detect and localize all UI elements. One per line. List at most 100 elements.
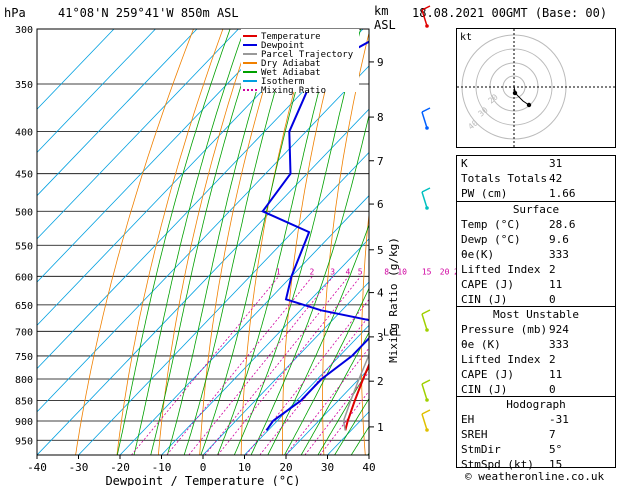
- asl-label: ASL: [374, 18, 396, 32]
- mu-row: CAPE (J) 11: [461, 368, 563, 381]
- wind-barb-icon: [421, 5, 431, 11]
- wet-adiabat: [150, 29, 260, 455]
- wind-barb-dot: [425, 24, 429, 28]
- x-tick-label: -40: [27, 461, 47, 474]
- mixing-ratio-label: 2: [309, 267, 314, 276]
- footer-copyright: © weatheronline.co.uk: [465, 470, 605, 483]
- mixing-ratio-line: [319, 390, 369, 455]
- most-unstable-title: Most Unstable: [492, 308, 580, 321]
- x-tick-label: -20: [110, 461, 130, 474]
- legend-label: Dry Adiabat: [261, 59, 321, 69]
- isotherm: [244, 324, 369, 455]
- isotherm: [37, 29, 322, 326]
- km-label: km: [374, 4, 389, 18]
- dry-adiabat: [322, 31, 369, 455]
- wind-barb-icon: [421, 107, 431, 113]
- mixing-ratio-line: [259, 315, 369, 455]
- mu-row: CIN (J) 0: [461, 383, 556, 396]
- mixing-ratio-label: 20: [440, 267, 450, 276]
- mu-row: θe (K) 333: [461, 338, 569, 351]
- indices-table: K 31 Totals Totals 42 PW (cm) 1.66: [456, 155, 616, 202]
- mixing-ratio-label: 8: [384, 267, 389, 276]
- km-tick-label: 3: [377, 331, 384, 344]
- pressure-tick-label: 350: [15, 80, 33, 91]
- wind-barb-dot: [425, 328, 429, 332]
- km-tick-label: 5: [377, 244, 384, 257]
- mixing-ratio-label: 4: [346, 267, 351, 276]
- mu-row: Lifted Index 2: [461, 353, 556, 366]
- pressure-tick-label: 950: [15, 436, 33, 447]
- km-tick-label: 4: [377, 287, 384, 300]
- wind-barb-icon: [421, 309, 431, 315]
- wet-adiabat: [334, 397, 369, 455]
- mixing-ratio-label: 1: [276, 267, 281, 276]
- km-tick-label: 1: [377, 421, 384, 434]
- legend-box: [241, 29, 359, 92]
- isotherm: [37, 108, 369, 455]
- wind-barb-icon: [421, 187, 431, 193]
- mixing-ratio-axis-label: Mixing Ratio (g/kg): [387, 237, 400, 363]
- km-tick-label: 9: [377, 56, 384, 69]
- wet-adiabat: [317, 366, 369, 455]
- surface-row: Lifted Index 2: [461, 263, 556, 276]
- hodo-row: SREH 7: [461, 428, 556, 441]
- legend-label: Dewpoint: [261, 41, 304, 51]
- x-tick-label: 40: [362, 461, 375, 474]
- wet-adiabat: [250, 113, 369, 455]
- dry-adiabat: [116, 29, 224, 455]
- hodo-row: EH -31: [461, 413, 569, 426]
- hodograph-ring-label: 20: [487, 92, 500, 105]
- wind-barb-icon: [421, 191, 428, 209]
- wind-barb-icon: [421, 111, 428, 129]
- wet-adiabat: [217, 29, 336, 455]
- storm-motion-dot: [512, 90, 518, 96]
- wet-adiabat: [200, 29, 314, 455]
- hodograph-ring-label: 30: [477, 105, 490, 118]
- isotherm: [37, 65, 369, 413]
- wet-adiabat: [116, 29, 231, 455]
- mixing-ratio-line: [304, 371, 369, 455]
- pressure-tick-label: 300: [15, 25, 33, 36]
- dry-adiabat: [436, 29, 459, 455]
- x-tick-label: 20: [279, 461, 292, 474]
- wind-barb-icon: [421, 383, 428, 401]
- pressure-tick-label: 450: [15, 170, 33, 181]
- mixing-ratio-line: [131, 276, 280, 455]
- dry-adiabat: [240, 29, 312, 455]
- pressure-tick-label: 900: [15, 417, 33, 428]
- hpa-label: hPa: [4, 6, 26, 20]
- location-title: 41°08'N 259°41'W 850m ASL: [58, 6, 239, 20]
- lcl-label: LCL: [383, 327, 401, 338]
- pressure-tick-label: 700: [15, 327, 33, 338]
- hodo-row: StmSpd (kt) 15: [461, 458, 563, 471]
- surface-title: Surface: [512, 203, 560, 216]
- isotherm: [37, 29, 281, 283]
- temperature-line: [344, 362, 369, 431]
- hodograph-panel: 20 30 40 kt: [456, 28, 616, 148]
- pressure-tick-label: 850: [15, 397, 33, 408]
- hodograph-table-title: Hodograph: [506, 398, 566, 411]
- wind-barb-icon: [421, 379, 431, 385]
- hodograph-table: Hodograph EH -31 SREH 7 StmDir 5° StmSpd (k…: [456, 396, 616, 471]
- wet-adiabat: [267, 223, 369, 455]
- mixing-ratio-label: 15: [422, 267, 432, 276]
- most-unstable-table: Most Unstable Pressure (mb) 924 θe (K) 333…: [456, 306, 616, 398]
- wind-barb-icon: [421, 409, 431, 415]
- wet-adiabat: [133, 29, 245, 455]
- pressure-tick-label: 800: [15, 375, 33, 386]
- wind-barb-dot: [425, 126, 429, 130]
- mixing-ratio-line: [285, 347, 369, 455]
- legend-label: Isotherm: [261, 77, 304, 87]
- dry-adiabat: [75, 29, 194, 455]
- x-tick-label: 0: [200, 461, 207, 474]
- km-tick-label: 6: [377, 198, 384, 211]
- x-tick-label: 30: [321, 461, 334, 474]
- isotherm: [119, 195, 369, 455]
- wet-adiabat: [300, 331, 369, 455]
- wet-adiabat: [183, 29, 294, 455]
- isotherm: [37, 29, 198, 197]
- hodograph: 20 30 40 kt: [457, 29, 615, 147]
- x-axis-label: Dewpoint / Temperature (°C): [105, 474, 300, 486]
- surface-row: Dewp (°C) 9.6: [461, 233, 569, 246]
- surface-row: θe(K) 333: [461, 248, 569, 261]
